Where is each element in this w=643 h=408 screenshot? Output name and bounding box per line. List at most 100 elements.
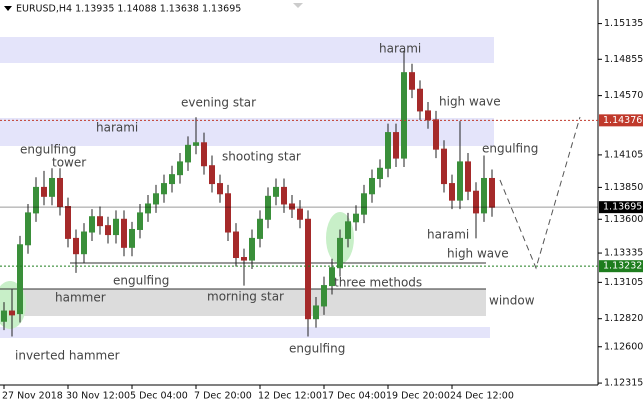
candle-body — [297, 208, 303, 220]
x-tick-label: 19 Dec 20:00 — [386, 391, 450, 402]
price-tag-label: 1.13232 — [603, 261, 642, 272]
candle-body — [449, 183, 455, 201]
candle-body — [153, 193, 159, 205]
candle-body — [425, 110, 431, 121]
annotation: engulfing — [20, 143, 76, 157]
annotation: engulfing — [482, 142, 538, 156]
candle-body — [441, 148, 447, 185]
marker — [293, 3, 303, 8]
price-tag-label: 1.14376 — [603, 115, 642, 126]
candle-body — [457, 161, 463, 201]
candle-body — [385, 132, 391, 169]
zone — [0, 118, 494, 146]
y-tick-label: 1.13105 — [604, 277, 643, 288]
x-tick-label: 27 Nov 2018 — [2, 391, 63, 402]
annotation: inverted hammer — [15, 349, 120, 363]
candle-body — [81, 231, 87, 255]
x-tick-label: 17 Dec 04:00 — [322, 391, 386, 402]
y-tick-label: 1.15135 — [604, 18, 643, 29]
candle-body — [369, 177, 375, 195]
candle-body — [313, 305, 319, 320]
candle-body — [361, 193, 367, 215]
candle-body — [337, 237, 343, 269]
annotation: morning star — [207, 290, 284, 304]
candle-body — [177, 161, 183, 176]
plot — [1, 50, 495, 337]
candle-body — [129, 228, 135, 248]
y-tick-label: 1.13335 — [604, 248, 643, 259]
x-tick-label: 30 Nov 12:00 — [66, 391, 130, 402]
candle-body — [121, 218, 127, 248]
candle-body — [201, 142, 207, 167]
candle-body — [433, 119, 439, 150]
y-tick-label: 1.14105 — [604, 149, 643, 160]
annotation: engulfing — [113, 274, 169, 288]
candle-body — [65, 206, 71, 239]
candle-body — [377, 167, 383, 179]
price-tag — [599, 201, 643, 214]
candle-body — [113, 218, 119, 236]
candle-body — [145, 203, 151, 214]
chart-title: EURUSD,H4 1.13935 1.14088 1.13638 1.1369… — [16, 4, 241, 15]
candle-body — [233, 231, 239, 259]
price-tag — [599, 114, 643, 127]
candle-body — [249, 237, 255, 261]
window-zone — [0, 289, 486, 316]
candle-body — [25, 212, 31, 246]
menu-arrow[interactable] — [4, 6, 12, 11]
annotation: hammer — [55, 291, 106, 305]
candle-body — [57, 177, 63, 208]
candle-body — [169, 174, 175, 185]
annotation: harami — [96, 121, 138, 135]
annotation: three methods — [334, 276, 422, 290]
candle-body — [473, 190, 479, 214]
candle-body — [241, 257, 247, 261]
candle-body — [353, 213, 359, 223]
candle-body — [89, 216, 95, 233]
candle-body — [217, 183, 223, 195]
candle-body — [273, 186, 279, 197]
candle-body — [257, 218, 263, 239]
annotation: harami — [379, 42, 421, 56]
candle-body — [345, 221, 351, 239]
candle-body — [409, 72, 415, 90]
candle-body — [401, 72, 407, 159]
candle-body — [73, 237, 79, 255]
candle-body — [209, 165, 215, 185]
candle-body — [281, 186, 287, 205]
candle-body — [105, 225, 111, 236]
x-tick-label: 7 Dec 20:00 — [194, 391, 252, 402]
candle-body — [161, 183, 167, 195]
x-tick-label: 12 Dec 12:00 — [258, 391, 322, 402]
annotation: window — [489, 294, 535, 308]
candle-body — [489, 177, 495, 208]
y-tick-label: 1.12315 — [604, 378, 643, 389]
annotation: engulfing — [289, 342, 345, 356]
candle-body — [225, 193, 231, 233]
candle-body — [265, 195, 271, 220]
candle-body — [33, 186, 39, 214]
y-tick-label: 1.14855 — [604, 54, 643, 65]
candle-body — [17, 244, 23, 315]
candle-body — [185, 144, 191, 163]
y-tick-label: 1.12820 — [604, 313, 643, 324]
annotation: high wave — [447, 247, 509, 261]
annotation: harami — [427, 228, 469, 242]
candle-body — [9, 310, 15, 316]
zone — [0, 327, 490, 338]
price-tag — [599, 260, 643, 273]
annotation: evening star — [181, 96, 256, 110]
candle-body — [41, 186, 47, 197]
y-tick-label: 1.12600 — [604, 341, 643, 352]
x-tick-label: 5 Dec 04:00 — [130, 391, 188, 402]
annotation: tower — [52, 156, 86, 170]
y-tick-label: 1.13850 — [604, 182, 643, 193]
candle-body — [393, 132, 399, 159]
candle-body — [97, 216, 103, 227]
candle-body — [481, 177, 487, 214]
candle-body — [329, 267, 335, 287]
candle-body — [49, 177, 55, 197]
x-tick-label: 24 Dec 12:00 — [450, 391, 514, 402]
